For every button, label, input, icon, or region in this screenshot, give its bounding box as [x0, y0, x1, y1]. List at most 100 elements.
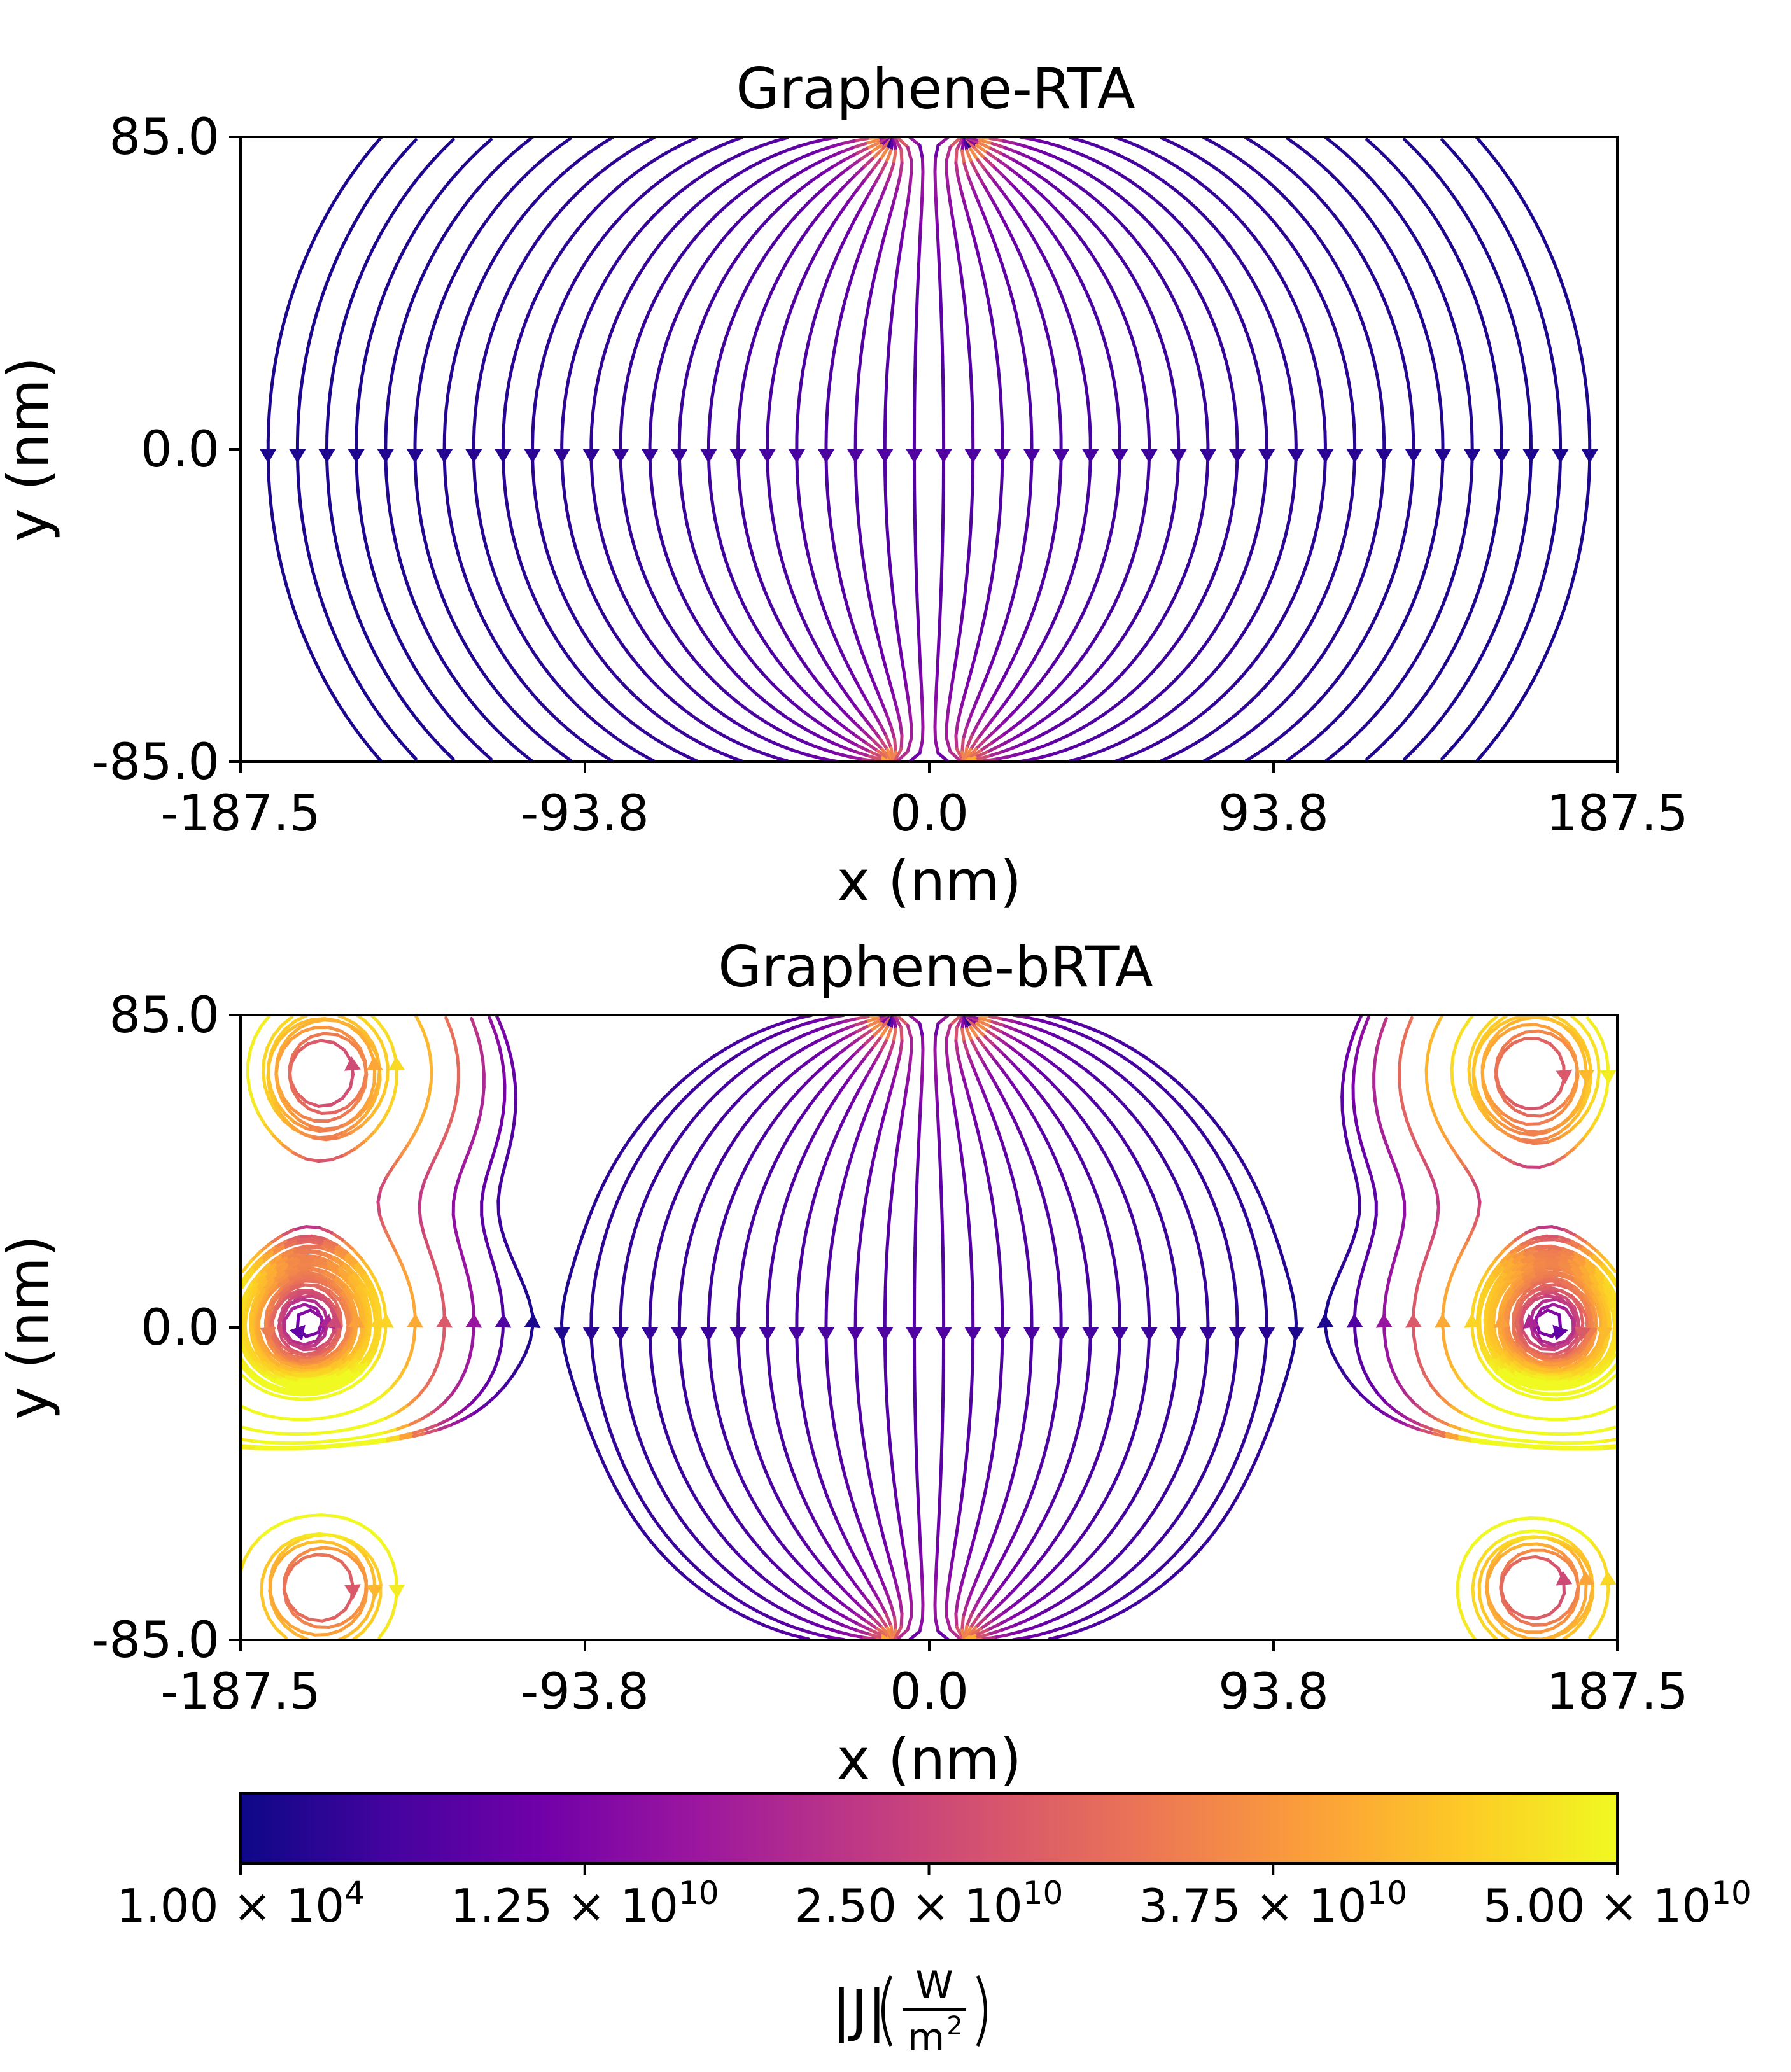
streamline-segment — [456, 552, 464, 568]
streamline-segment — [853, 1015, 870, 1021]
streamline-segment — [759, 577, 767, 593]
streamline-segment — [1457, 540, 1464, 556]
streamline-segment — [898, 720, 904, 738]
streamline-segment — [566, 365, 573, 381]
streamline-segment — [680, 496, 686, 513]
streamline-segment — [633, 1518, 644, 1532]
streamline-segment — [961, 592, 967, 610]
streamline-segment — [1427, 206, 1438, 221]
streamline-segment — [898, 1599, 904, 1616]
streamline-segment — [863, 224, 872, 240]
streamline-segment — [619, 1343, 624, 1360]
streamline-segment — [663, 547, 670, 564]
streamline-segment — [735, 1123, 747, 1138]
streamline-segment — [1084, 1259, 1089, 1277]
streamline-segment — [888, 200, 896, 216]
streamline-segment — [989, 650, 997, 667]
streamline-segment — [856, 638, 864, 654]
streamline-segment — [775, 1221, 782, 1238]
streamline-segment — [917, 262, 920, 279]
streamline-segment — [1285, 1361, 1293, 1377]
streamline-segment — [544, 547, 552, 564]
streamline-segment — [597, 654, 609, 668]
streamline-segment — [1566, 582, 1573, 599]
streamline-segment — [868, 1089, 876, 1105]
streamline-segment — [1158, 547, 1166, 564]
streamline-segment — [1137, 1593, 1151, 1604]
streamline-segment — [473, 1403, 488, 1415]
streamline-segment — [1100, 653, 1113, 667]
streamline-segment — [885, 669, 892, 686]
streamline-segment — [1359, 679, 1371, 693]
streamline-segment — [719, 1422, 727, 1438]
streamline-segment — [302, 1303, 318, 1311]
streamline-segment — [835, 752, 852, 759]
streamline-segment — [1030, 233, 1040, 248]
streamline-segment — [771, 1247, 776, 1263]
streamline-segment — [488, 1252, 496, 1268]
streamline-segment — [430, 1257, 438, 1273]
streamline-arrow — [788, 449, 805, 463]
streamline-segment — [540, 662, 552, 676]
streamline-segment — [1354, 199, 1366, 213]
streamline-segment — [1536, 582, 1543, 599]
streamline-segment — [1438, 176, 1450, 191]
streamline-segment — [649, 1348, 654, 1364]
streamline-segment — [1041, 565, 1048, 582]
streamline-segment — [1099, 1495, 1109, 1510]
streamline-segment — [1155, 326, 1163, 342]
streamline-segment — [684, 709, 698, 720]
streamline-segment — [1163, 1089, 1176, 1102]
streamline-segment — [956, 249, 962, 267]
streamline-segment — [1260, 386, 1265, 403]
streamline-segment — [540, 737, 554, 749]
streamline-segment — [688, 535, 696, 551]
streamline-segment — [857, 1029, 872, 1040]
streamline-segment — [665, 326, 673, 343]
streamline-segment — [864, 1181, 871, 1198]
streamline-segment — [1024, 1494, 1033, 1510]
streamline-segment — [1514, 188, 1525, 203]
streamline-segment — [1109, 188, 1123, 199]
streamline-segment — [865, 699, 876, 715]
streamline-segment — [630, 1226, 638, 1242]
streamline-segment — [964, 1193, 969, 1210]
streamline-segment — [274, 347, 280, 363]
streamline-segment — [1510, 703, 1521, 718]
streamline-segment — [940, 540, 945, 557]
streamline-segment — [1496, 211, 1507, 227]
streamline-segment — [1027, 1024, 1043, 1032]
streamline-segment — [777, 1629, 793, 1637]
streamline-segment — [492, 246, 502, 262]
streamline-segment — [1173, 1098, 1186, 1111]
streamline-segment — [677, 430, 682, 447]
streamline-segment — [1100, 552, 1107, 568]
streamline-segment — [1229, 245, 1240, 260]
streamline-segment — [589, 425, 594, 442]
streamline-segment — [591, 1286, 596, 1303]
streamline-segment — [671, 1450, 680, 1466]
streamline-segment — [778, 552, 785, 569]
streamline-segment — [360, 1439, 377, 1445]
streamline-segment — [651, 206, 664, 219]
streamline-segment — [1503, 223, 1512, 239]
streamline-segment — [241, 1425, 258, 1432]
streamline-segment — [954, 1523, 960, 1540]
streamline-segment — [754, 1569, 767, 1581]
streamline-segment — [648, 638, 659, 653]
streamline-segment — [570, 351, 577, 368]
streamline-segment — [974, 1565, 983, 1581]
streamline-segment — [1029, 681, 1042, 694]
streamline-segment — [865, 141, 881, 150]
streamline-segment — [969, 500, 974, 517]
streamline-segment — [1324, 137, 1338, 148]
streamline-segment — [1151, 1193, 1159, 1208]
streamline-segment — [1124, 620, 1135, 635]
streamline-segment — [604, 729, 619, 740]
streamline-segment — [818, 1111, 828, 1126]
streamline-segment — [1454, 552, 1461, 569]
streamline-segment — [1470, 461, 1474, 478]
streamline-segment — [1194, 206, 1207, 219]
streamline-segment — [707, 412, 712, 429]
streamline-segment — [610, 704, 624, 717]
